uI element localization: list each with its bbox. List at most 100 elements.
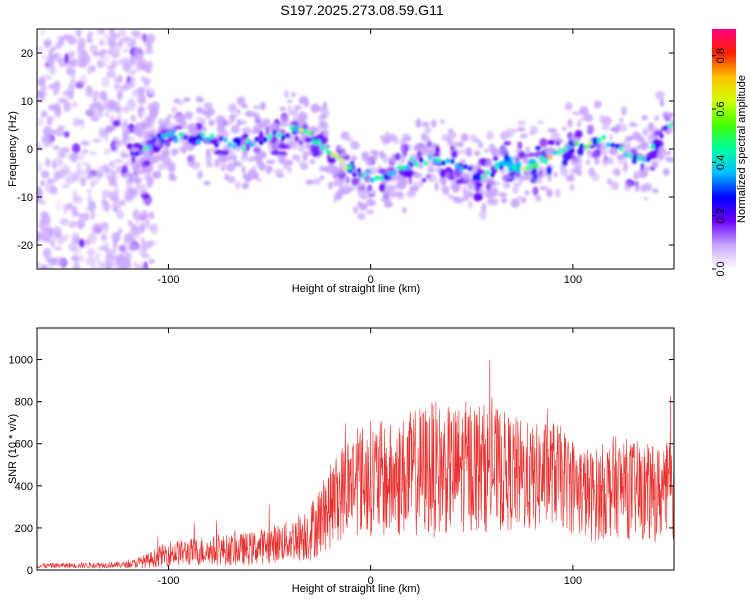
spectrogram-noise-blob xyxy=(87,30,94,38)
spectrogram-signal-blob xyxy=(561,126,567,132)
spectrogram-signal-blob xyxy=(171,106,178,113)
spectrogram-signal-blob xyxy=(318,115,327,121)
spectrogram-noise-blob xyxy=(107,35,117,48)
spectrogram-signal-blob xyxy=(574,129,583,139)
spectrogram-noise-blob xyxy=(140,209,149,222)
spectrogram-signal-blob xyxy=(565,156,570,162)
spectrogram-ridge-blob xyxy=(601,134,606,141)
spectrogram-signal-blob xyxy=(144,116,150,123)
y-tick-label: 10 xyxy=(21,96,33,108)
spectrogram-signal-blob xyxy=(315,126,321,134)
spectrogram-noise-blob xyxy=(41,85,47,91)
spectrogram-signal-blob xyxy=(647,134,653,144)
spectrogram-signal-blob xyxy=(577,157,583,165)
spectrogram-signal-blob xyxy=(625,135,635,142)
spectrogram-noise-blob xyxy=(75,29,82,38)
spectrogram-signal-blob xyxy=(126,143,133,150)
spectrogram-ridge-blob xyxy=(294,125,299,131)
spectrogram-signal-blob xyxy=(121,164,129,174)
spectrogram-noise-blob xyxy=(140,75,146,82)
spectrogram-y-ticks: -20 -10 0 10 20 xyxy=(17,48,674,252)
spectrogram-signal-blob xyxy=(187,123,198,132)
spectrogram-signal-blob xyxy=(223,121,232,126)
spectrogram-noise-blob xyxy=(40,179,46,187)
spectrogram-signal-blob xyxy=(406,190,417,198)
snr-panel: -100 0 100 0 200 400 600 800 1000 Height of str… xyxy=(7,327,675,595)
spectrogram-noise-blob xyxy=(37,232,42,242)
spectrogram-signal-blob xyxy=(401,154,406,163)
spectrogram-signal-blob xyxy=(585,158,591,166)
spectrogram-signal-blob xyxy=(133,129,143,136)
spectrogram-signal-blob xyxy=(539,186,549,191)
spectrogram-signal-blob xyxy=(135,161,144,167)
spectrogram-ridge-blob xyxy=(352,171,357,178)
spectrogram-noise-blob xyxy=(126,78,135,83)
spectrogram-signal-blob xyxy=(254,113,261,122)
spectrogram-noise-blob xyxy=(127,59,136,68)
snr-y-ticks: 0 200 400 600 800 1000 xyxy=(9,355,674,577)
spectrogram-signal-blob xyxy=(224,173,229,181)
spectrogram-signal-blob xyxy=(241,182,250,190)
spectrogram-signal-blob xyxy=(313,177,321,186)
spectrogram-noise-blob xyxy=(140,253,150,259)
spectrogram-noise-blob xyxy=(37,199,47,205)
spectrogram-noise-blob xyxy=(74,256,79,268)
spectrogram-signal-blob xyxy=(227,175,236,184)
spectrogram-noise-blob xyxy=(86,174,93,180)
spectrogram-noise-blob xyxy=(40,110,48,118)
spectrogram-noise-blob xyxy=(113,140,121,149)
spectrogram-signal-blob xyxy=(257,134,265,144)
y-tick-label: 20 xyxy=(21,48,33,60)
spectrogram-y-label: Frequency (Hz) xyxy=(7,111,19,187)
spectrogram-noise-blob xyxy=(81,161,90,166)
spectrogram-signal-blob xyxy=(402,133,410,139)
spectrogram-ridge-blob xyxy=(472,174,477,180)
spectrogram-noise-blob xyxy=(127,234,136,245)
spectrogram-signal-blob xyxy=(659,98,665,107)
spectrogram-noise-blob xyxy=(101,189,112,199)
x-tick-label: 0 xyxy=(368,274,374,286)
spectrogram-signal-blob xyxy=(658,146,665,153)
spectrogram-ridge-blob xyxy=(134,151,139,157)
spectrogram-signal-blob xyxy=(473,192,483,202)
spectrogram-noise-blob xyxy=(62,34,73,41)
spectrogram-noise-blob xyxy=(95,202,103,215)
spectrogram-signal-blob xyxy=(447,140,452,146)
spectrogram-signal-blob xyxy=(123,118,128,128)
spectrogram-ridge-blob xyxy=(637,155,642,161)
spectrogram-signal-blob xyxy=(152,144,161,154)
spectrogram-noise-blob xyxy=(101,233,107,242)
spectrogram-signal-blob xyxy=(409,186,416,191)
spectrogram-signal-blob xyxy=(144,131,154,136)
spectrogram-ridge-blob xyxy=(160,133,166,139)
spectrogram-signal-blob xyxy=(214,158,221,168)
spectrogram-signal-blob xyxy=(286,159,294,166)
spectrogram-signal-blob xyxy=(265,159,276,165)
spectrogram-signal-blob xyxy=(381,138,391,145)
spectrogram-noise-blob xyxy=(127,136,135,143)
spectrogram-noise-blob xyxy=(135,230,141,239)
spectrogram-noise-blob xyxy=(135,216,140,225)
spectrogram-noise-blob xyxy=(50,241,56,247)
spectrogram-signal-blob xyxy=(357,189,365,199)
spectrogram-signal-blob xyxy=(240,103,249,109)
spectrogram-noise-blob xyxy=(57,125,66,131)
spectrogram-signal-blob xyxy=(535,145,541,151)
spectrogram-signal-blob xyxy=(634,132,642,140)
spectrogram-signal-blob xyxy=(278,151,288,156)
spectrogram-signal-blob xyxy=(334,191,343,201)
spectrogram-signal-blob xyxy=(298,111,308,122)
spectrogram-signal-blob xyxy=(252,127,262,134)
spectrogram-ridge-blob xyxy=(628,153,633,159)
spectrogram-ridge-blob xyxy=(503,160,508,167)
spectrogram-signal-blob xyxy=(485,160,492,167)
spectrogram-signal-blob xyxy=(342,131,348,139)
spectrogram-signal-blob xyxy=(173,114,180,120)
spectrogram-ridge-blob xyxy=(427,154,433,160)
spectrogram-signal-blob xyxy=(206,115,211,120)
spectrogram-noise-blob xyxy=(96,171,104,179)
spectrogram-signal-blob xyxy=(252,147,261,154)
spectrogram-signal-blob xyxy=(484,148,489,153)
snr-x-label: Height of straight line (km) xyxy=(292,583,420,595)
spectrogram-signal-blob xyxy=(197,170,203,180)
